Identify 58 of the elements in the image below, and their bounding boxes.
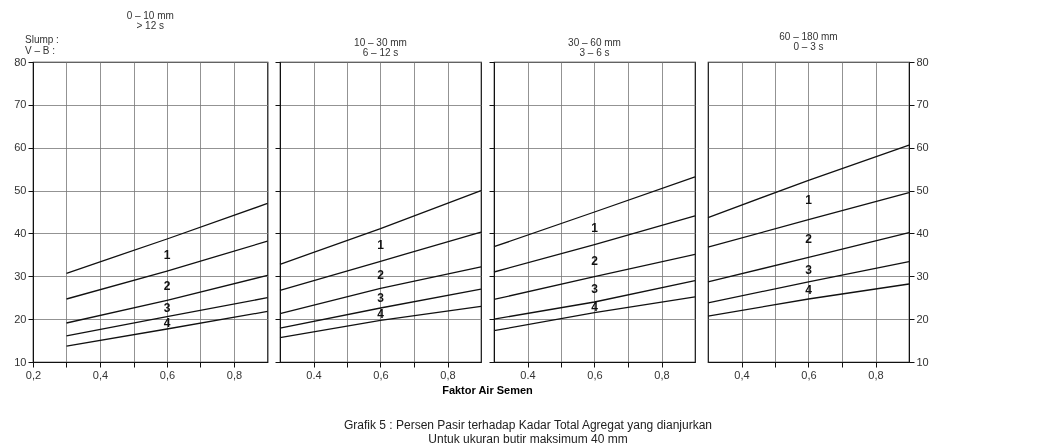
annotation: 1 <box>377 238 385 252</box>
x-tick-label: 0,6 <box>159 368 176 381</box>
x-tick-label: 0,6 <box>587 368 603 381</box>
y-tick-label: 80 <box>916 55 929 68</box>
chart-title: 60 – 180 mm <box>779 31 838 42</box>
y-tick-label: 50 <box>916 184 929 197</box>
y-tick-label: 30 <box>14 269 27 282</box>
y-tick-label: 40 <box>916 226 929 239</box>
y-tick-label: 30 <box>916 269 929 282</box>
text: Untuk ukuran butir maksimum 40 mm <box>427 432 629 446</box>
annotation: 1 <box>805 193 813 207</box>
text: Slump : <box>25 34 59 45</box>
annotation: 4 <box>377 307 385 322</box>
x-tick-label: 0.4 <box>520 368 536 381</box>
y-tick-label: 20 <box>916 312 929 325</box>
x-tick-label: 0,4 <box>92 368 109 381</box>
x-tick-label: 0,8 <box>440 368 456 381</box>
annotation: 3 <box>591 282 599 297</box>
annotation: 3 <box>377 291 385 306</box>
x-tick-label: 0,8 <box>654 368 670 381</box>
y-tick-label: 60 <box>916 141 929 154</box>
x-tick-label: 0.4 <box>306 368 322 381</box>
text: Grafik 5 : Persen Pasir terhadap Kadar Total Agregat yang dianjurkan <box>343 418 713 432</box>
y-tick-label: 50 <box>14 184 27 197</box>
y-tick-label: 70 <box>916 98 929 111</box>
chart-title: 0 – 10 mm <box>126 10 174 21</box>
x-axis-title: Faktor Air Semen <box>442 383 534 396</box>
x-tick-label: 0,4 <box>734 368 750 381</box>
annotation: 4 <box>805 283 813 298</box>
annotation: 3 <box>805 262 813 277</box>
y-tick-label: 10 <box>916 355 929 368</box>
annotation: 2 <box>591 253 599 268</box>
y-tick-label: 40 <box>14 226 27 239</box>
annotation: 1 <box>591 221 599 236</box>
y-tick-label: 60 <box>14 141 27 154</box>
annotation: 4 <box>163 315 171 330</box>
chart-title: 10 – 30 mm <box>354 36 407 48</box>
x-tick-label: 0,8 <box>868 368 884 381</box>
annotation: 3 <box>163 301 171 316</box>
chart-title: 30 – 60 mm <box>568 36 621 48</box>
text: V – B : <box>25 45 56 56</box>
chart-subtitle: 0 – 3 s <box>793 41 824 52</box>
annotation: 4 <box>591 300 599 315</box>
x-tick-label: 0,2 <box>25 368 42 381</box>
chart-subtitle: > 12 s <box>136 20 165 31</box>
x-tick-label: 0,8 <box>226 368 243 381</box>
x-tick-label: 0,6 <box>373 368 389 381</box>
y-tick-label: 80 <box>14 55 27 68</box>
y-tick-label: 20 <box>14 312 27 325</box>
annotation: 2 <box>377 267 385 282</box>
chart-subtitle: 3 – 6 s <box>579 46 610 58</box>
x-tick-label: 0,6 <box>801 368 817 381</box>
y-tick-label: 10 <box>14 355 27 368</box>
annotation: 2 <box>805 231 813 246</box>
annotation: 1 <box>163 248 171 263</box>
y-tick-label: 70 <box>14 98 27 111</box>
annotation: 2 <box>163 278 171 293</box>
chart-subtitle: 6 – 12 s <box>362 46 399 58</box>
